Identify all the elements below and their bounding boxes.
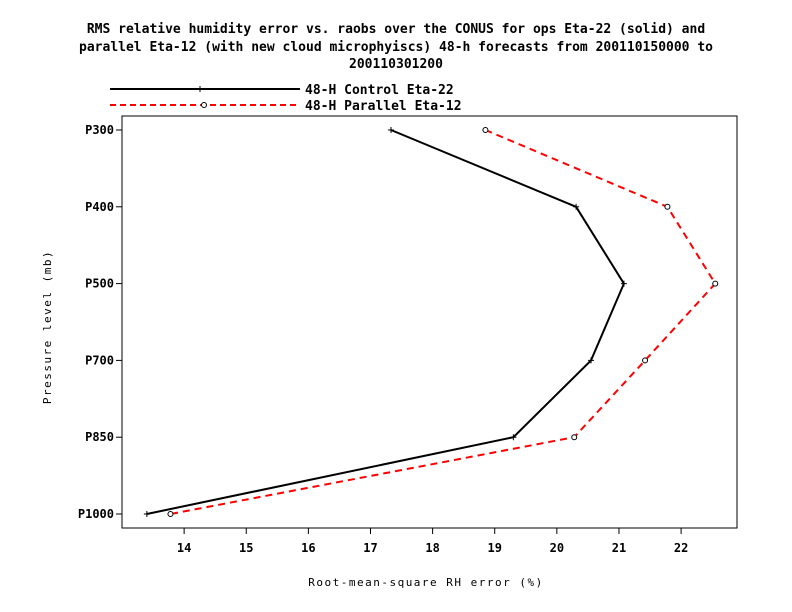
data-point (573, 203, 580, 210)
x-tick-label: 16 (301, 541, 315, 555)
data-point (620, 280, 627, 287)
plot-area (121, 115, 738, 529)
data-point (167, 511, 174, 517)
data-point (571, 434, 578, 441)
x-axis-title: Root-mean-square RH error (%) (308, 576, 544, 589)
legend-label-control: 48-H Control Eta-22 (305, 83, 454, 98)
x-tick-label: 18 (425, 541, 439, 555)
data-point (712, 280, 719, 287)
data-point (143, 511, 150, 517)
series-line-1 (170, 129, 717, 515)
x-tick-label: 19 (488, 541, 502, 555)
x-tick-label: 17 (363, 541, 377, 555)
chart-title-line-3: 200110301200 (349, 57, 443, 72)
x-axis: 14 15 16 17 18 19 20 21 22 (177, 528, 688, 555)
data-point (588, 357, 595, 364)
legend: 48-H Control Eta-22 48-H Parallel Eta-12 (110, 83, 462, 114)
data-point (482, 127, 489, 133)
x-tick-label: 20 (550, 541, 564, 555)
y-tick-label: P500 (85, 277, 114, 291)
legend-label-parallel: 48-H Parallel Eta-12 (305, 99, 462, 114)
data-point (510, 434, 517, 441)
series-layer (143, 127, 719, 517)
x-tick-label: 15 (239, 541, 253, 555)
y-tick-label: P400 (85, 200, 114, 214)
y-tick-label: P850 (85, 430, 114, 444)
legend-marker-parallel (201, 102, 207, 108)
y-tick-label: P700 (85, 353, 114, 367)
chart-title-line-2: parallel Eta-12 (with new cloud microphy… (79, 40, 713, 55)
x-tick-label: 14 (177, 541, 191, 555)
y-axis: P300 P400 P500 P700 P850 P1000 (78, 123, 122, 521)
y-axis-title: Pressure level (mb) (41, 250, 54, 404)
y-tick-label: P300 (85, 123, 114, 137)
data-point (664, 203, 671, 210)
y-tick-label: P1000 (78, 507, 114, 521)
data-point (387, 127, 394, 133)
series-line-0 (146, 129, 626, 515)
data-point (642, 357, 649, 364)
x-tick-label: 22 (674, 541, 688, 555)
chart-title-line-1: RMS relative humidity error vs. raobs ov… (86, 22, 706, 37)
x-tick-label: 21 (612, 541, 626, 555)
